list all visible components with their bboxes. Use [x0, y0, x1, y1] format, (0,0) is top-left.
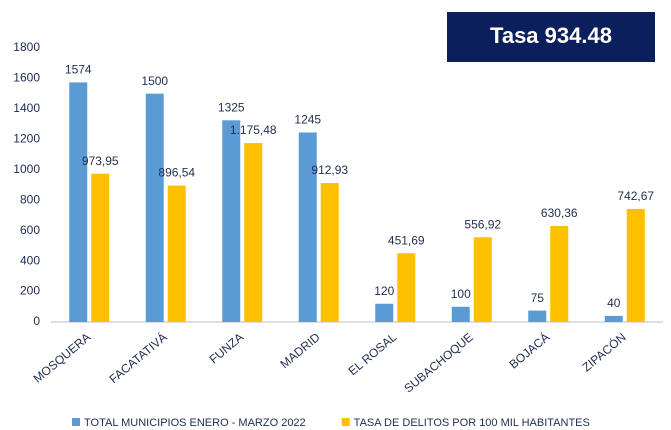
x-tick-label: ZIPACÓN — [579, 329, 629, 374]
bar — [473, 237, 492, 322]
y-tick-label: 1000 — [13, 162, 40, 176]
data-label: 1500 — [141, 74, 168, 88]
y-tick-label: 800 — [20, 192, 40, 206]
y-tick-label: 600 — [20, 223, 40, 237]
bar — [244, 143, 263, 322]
x-tick-label: MADRID — [277, 330, 323, 371]
data-label: 912,93 — [311, 163, 348, 177]
bar — [222, 120, 241, 322]
x-tick-label: FACATATIVÁ — [106, 329, 170, 386]
bar — [550, 226, 569, 322]
x-tick-label: MOSQUERA — [31, 330, 94, 386]
x-tick-label: SUBACHOQUE — [401, 330, 475, 396]
data-label: 556,92 — [464, 217, 501, 231]
legend-label: TOTAL MUNICIPIOS ENERO - MARZO 2022 — [84, 417, 306, 429]
bar — [626, 208, 645, 322]
data-label: 742,67 — [617, 189, 654, 203]
y-tick-label: 1600 — [13, 71, 40, 85]
y-tick-label: 200 — [20, 284, 40, 298]
data-label: 120 — [374, 284, 394, 298]
data-label: 1574 — [65, 63, 92, 77]
bar — [528, 310, 547, 322]
data-label: 40 — [607, 296, 621, 310]
bar — [167, 185, 186, 322]
data-label: 75 — [531, 291, 545, 305]
legend-swatch — [341, 418, 350, 426]
x-tick-label: FUNZA — [207, 330, 247, 366]
legend-label: TASA DE DELITOS POR 100 MIL HABITANTES — [354, 417, 590, 429]
bar — [451, 306, 470, 322]
annotation: Tasa 934.48 — [490, 23, 612, 48]
x-tick-label: BOJACÁ — [506, 329, 552, 371]
bar — [91, 173, 110, 322]
data-label: 1245 — [294, 113, 321, 127]
data-label: 100 — [451, 287, 471, 301]
data-label: 451,69 — [388, 233, 425, 247]
data-label: 1325 — [218, 100, 245, 114]
bar — [375, 303, 394, 322]
bar — [397, 253, 416, 322]
data-label: 896,54 — [158, 166, 195, 180]
bar — [69, 82, 88, 322]
y-tick-label: 400 — [20, 253, 40, 267]
data-label: 1.175,48 — [230, 123, 277, 137]
annotation-box — [447, 12, 655, 62]
bar — [604, 315, 623, 322]
x-tick-label: EL ROSAL — [346, 330, 400, 378]
y-tick-label: 1800 — [13, 40, 40, 54]
y-tick-label: 1200 — [13, 132, 40, 146]
bar — [298, 132, 317, 322]
bar — [145, 93, 164, 323]
legend-swatch — [72, 418, 80, 426]
y-tick-label: 0 — [33, 314, 40, 328]
bar — [320, 183, 339, 322]
y-tick-label: 1400 — [13, 101, 40, 115]
data-label: 973,95 — [82, 154, 119, 168]
data-label: 630,36 — [541, 206, 578, 220]
